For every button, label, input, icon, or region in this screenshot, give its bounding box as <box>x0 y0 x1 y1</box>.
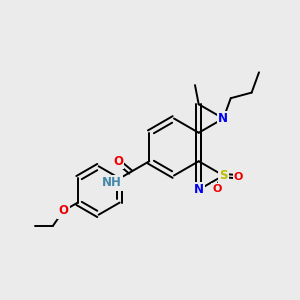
Text: O: O <box>234 172 243 182</box>
Text: O: O <box>212 184 222 194</box>
Text: O: O <box>113 155 123 168</box>
Text: S: S <box>219 169 228 182</box>
Text: NH: NH <box>102 176 122 189</box>
Text: N: N <box>194 183 204 196</box>
Text: O: O <box>58 204 68 218</box>
Text: N: N <box>218 112 228 125</box>
